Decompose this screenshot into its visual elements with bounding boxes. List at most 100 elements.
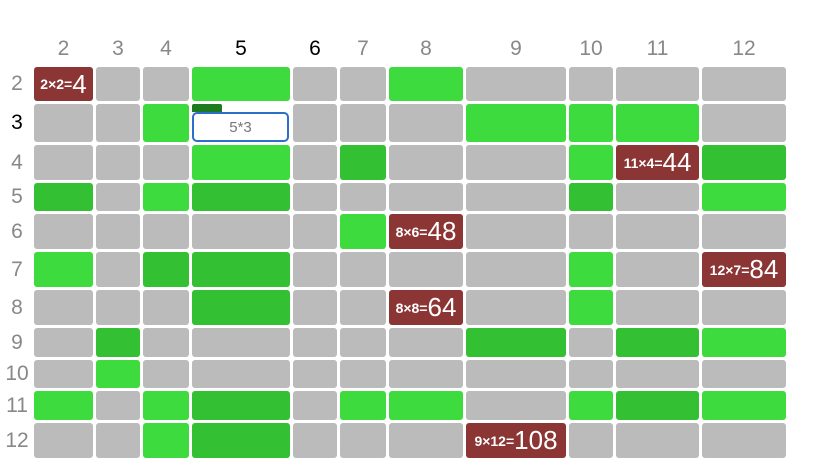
cell[interactable] <box>616 214 699 249</box>
cell[interactable] <box>143 328 189 357</box>
cell[interactable] <box>569 104 613 142</box>
cell[interactable] <box>340 183 386 211</box>
answer-input[interactable]: 5*3 <box>192 112 289 142</box>
cell[interactable] <box>293 391 337 420</box>
cell[interactable] <box>569 328 613 357</box>
cell[interactable] <box>34 214 93 249</box>
cell[interactable] <box>340 328 386 357</box>
cell[interactable] <box>34 360 93 388</box>
cell[interactable] <box>389 104 463 142</box>
cell[interactable]: 12×7= 84 <box>702 252 786 287</box>
cell[interactable] <box>192 183 290 211</box>
cell[interactable] <box>293 145 337 180</box>
cell[interactable] <box>192 67 290 101</box>
cell[interactable] <box>389 67 463 101</box>
cell[interactable] <box>340 290 386 325</box>
cell[interactable] <box>702 183 786 211</box>
cell[interactable] <box>389 391 463 420</box>
cell[interactable] <box>466 145 566 180</box>
cell[interactable] <box>143 145 189 180</box>
cell[interactable] <box>340 391 386 420</box>
cell[interactable] <box>702 214 786 249</box>
cell[interactable] <box>192 145 290 180</box>
cell[interactable] <box>192 290 290 325</box>
cell[interactable] <box>569 67 613 101</box>
cell[interactable] <box>34 290 93 325</box>
cell[interactable] <box>293 423 337 458</box>
cell[interactable] <box>34 145 93 180</box>
cell[interactable] <box>466 328 566 357</box>
cell[interactable] <box>192 328 290 357</box>
cell[interactable] <box>340 67 386 101</box>
cell[interactable] <box>293 328 337 357</box>
cell[interactable] <box>143 104 189 142</box>
cell[interactable] <box>569 252 613 287</box>
cell[interactable] <box>192 391 290 420</box>
cell[interactable] <box>389 360 463 388</box>
cell[interactable] <box>293 214 337 249</box>
cell[interactable] <box>293 67 337 101</box>
cell[interactable] <box>96 104 140 142</box>
cell[interactable] <box>143 391 189 420</box>
cell[interactable] <box>143 214 189 249</box>
cell[interactable] <box>34 104 93 142</box>
cell[interactable] <box>389 252 463 287</box>
cell[interactable] <box>616 423 699 458</box>
cell[interactable] <box>96 328 140 357</box>
cell[interactable] <box>293 290 337 325</box>
cell[interactable] <box>389 423 463 458</box>
cell[interactable] <box>466 252 566 287</box>
cell[interactable] <box>702 423 786 458</box>
cell[interactable] <box>192 423 290 458</box>
cell[interactable] <box>143 67 189 101</box>
cell[interactable] <box>616 290 699 325</box>
cell[interactable] <box>702 104 786 142</box>
cell[interactable] <box>616 391 699 420</box>
cell[interactable] <box>466 290 566 325</box>
cell[interactable] <box>569 423 613 458</box>
cell[interactable] <box>340 423 386 458</box>
cell[interactable] <box>143 252 189 287</box>
cell[interactable]: 8×6= 48 <box>389 214 463 249</box>
cell[interactable] <box>702 290 786 325</box>
cell[interactable] <box>96 423 140 458</box>
cell[interactable] <box>702 360 786 388</box>
cell[interactable] <box>96 290 140 325</box>
cell[interactable] <box>293 183 337 211</box>
cell[interactable] <box>96 145 140 180</box>
cell[interactable] <box>616 328 699 357</box>
cell[interactable] <box>702 67 786 101</box>
cell[interactable] <box>143 423 189 458</box>
cell[interactable] <box>293 104 337 142</box>
cell[interactable] <box>340 145 386 180</box>
cell[interactable] <box>569 214 613 249</box>
cell[interactable] <box>466 214 566 249</box>
cell[interactable] <box>569 391 613 420</box>
cell[interactable] <box>466 104 566 142</box>
cell[interactable] <box>702 328 786 357</box>
cell[interactable] <box>34 252 93 287</box>
cell[interactable] <box>96 391 140 420</box>
cell[interactable]: 9×12= 108 <box>466 423 566 458</box>
cell[interactable] <box>96 67 140 101</box>
cell[interactable] <box>34 328 93 357</box>
cell[interactable] <box>466 183 566 211</box>
cell[interactable] <box>569 360 613 388</box>
cell[interactable] <box>96 183 140 211</box>
cell[interactable] <box>96 214 140 249</box>
cell[interactable] <box>143 360 189 388</box>
cell[interactable] <box>34 423 93 458</box>
cell[interactable] <box>616 104 699 142</box>
cell[interactable] <box>702 391 786 420</box>
cell[interactable] <box>143 183 189 211</box>
cell[interactable] <box>389 145 463 180</box>
cell[interactable] <box>466 67 566 101</box>
cell[interactable] <box>340 104 386 142</box>
cell[interactable] <box>143 290 189 325</box>
cell[interactable]: 2×2= 4 <box>34 67 93 101</box>
cell[interactable] <box>702 145 786 180</box>
cell[interactable] <box>466 391 566 420</box>
cell[interactable] <box>569 183 613 211</box>
cell[interactable] <box>34 183 93 211</box>
cell[interactable] <box>192 214 290 249</box>
